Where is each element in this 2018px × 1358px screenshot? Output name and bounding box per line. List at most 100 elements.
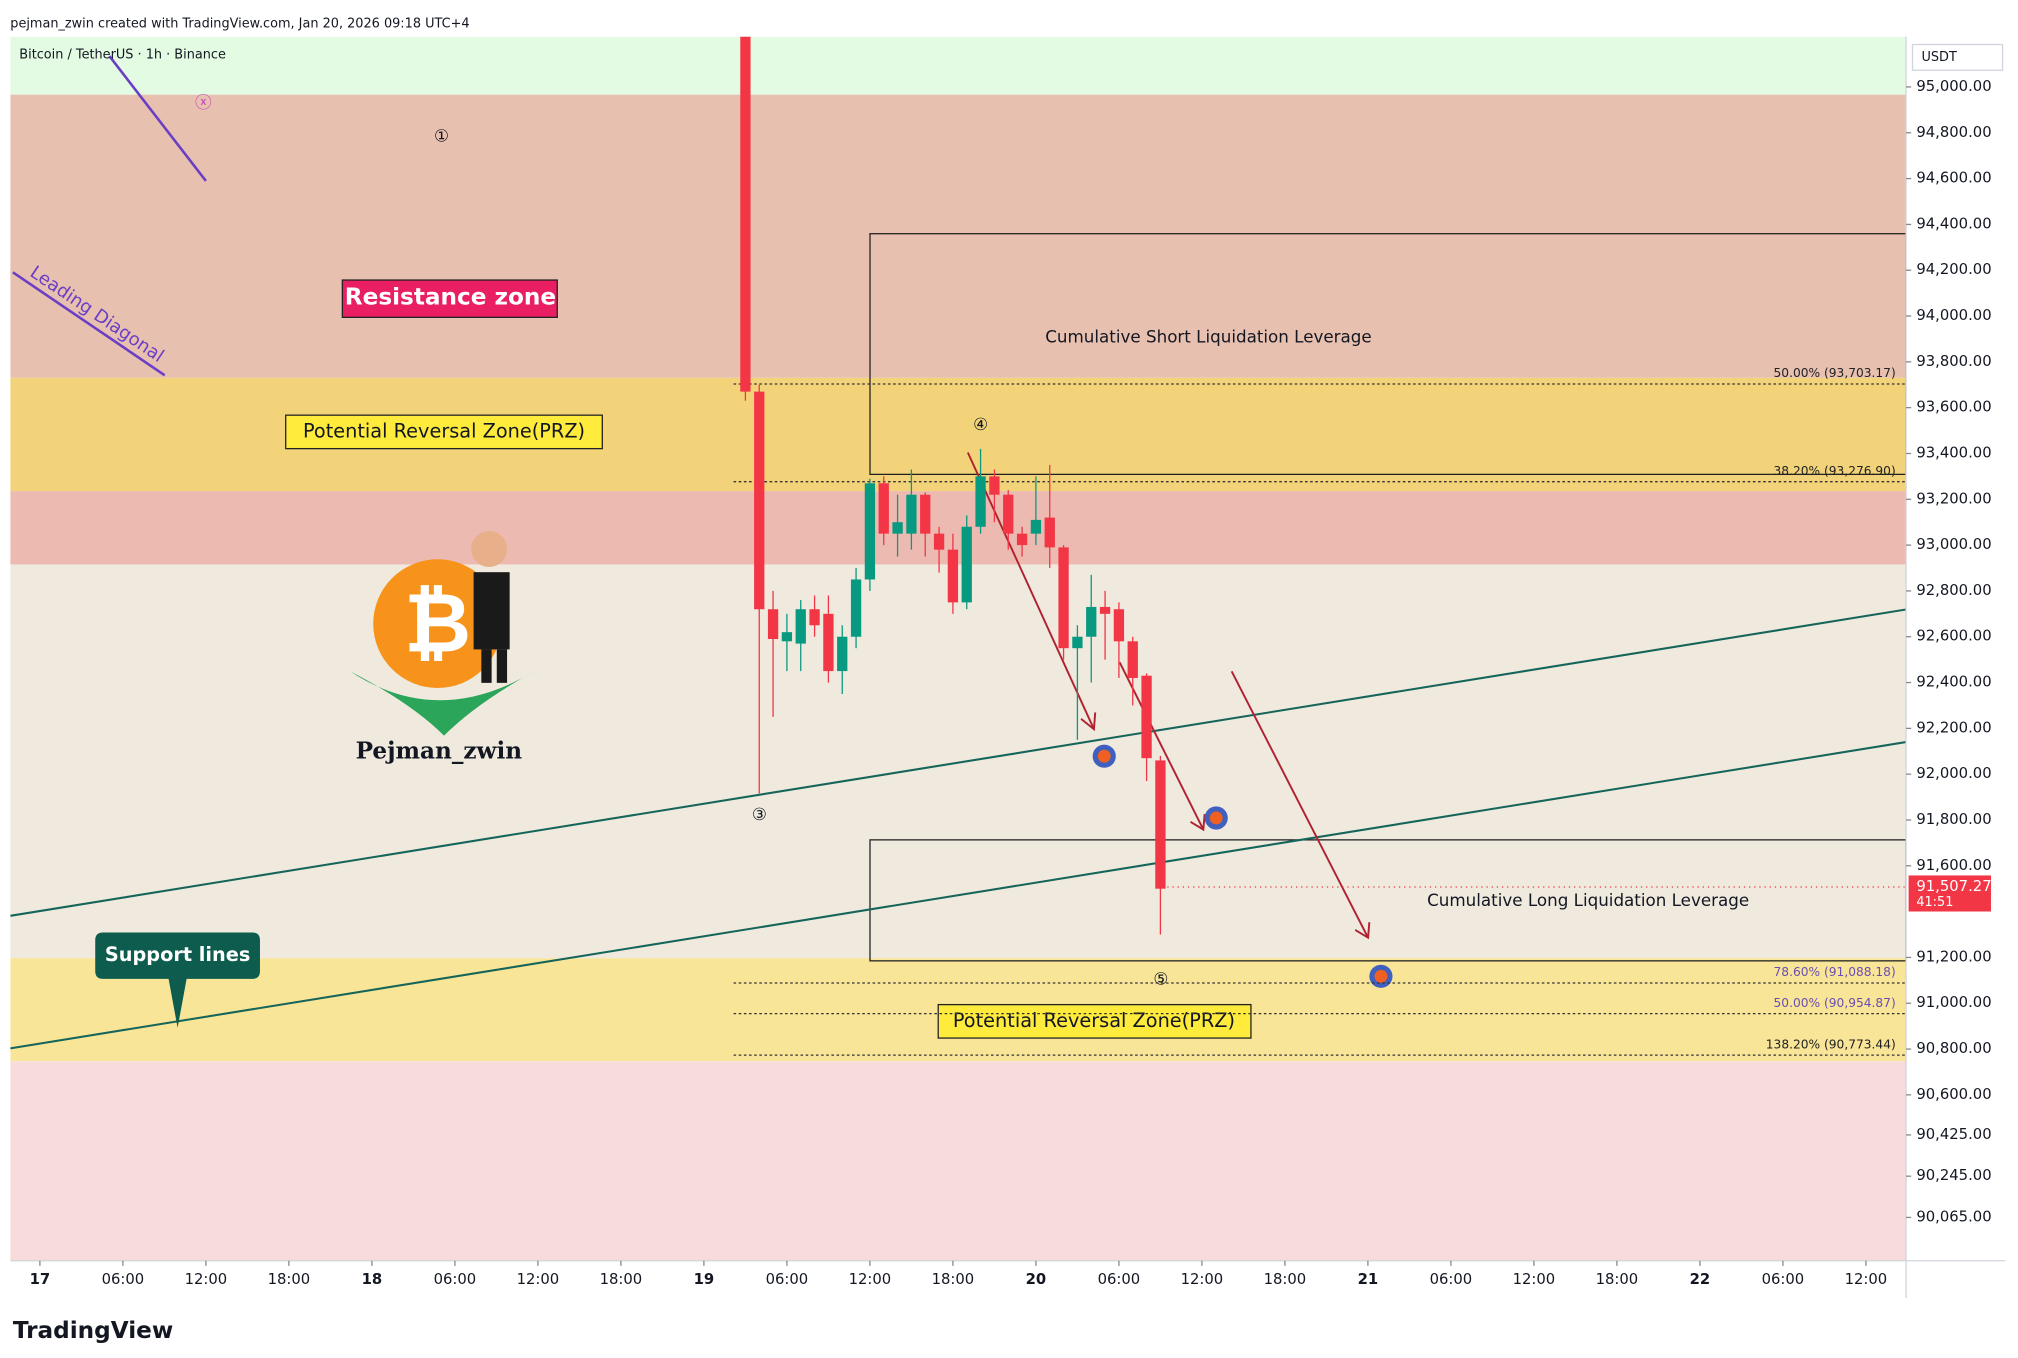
candle-body — [1016, 533, 1028, 546]
y-tick-label: 91,600.00 — [1916, 857, 1991, 874]
long-liq-box — [869, 839, 1907, 962]
countdown: 41:51 — [1916, 895, 1953, 910]
candle-body — [809, 609, 820, 626]
wave-label: ⓧ — [195, 92, 212, 112]
candle-body — [1003, 494, 1014, 534]
y-tick-label: 93,200.00 — [1916, 490, 1991, 507]
x-tick-label: 06:00 — [434, 1271, 477, 1288]
candle-body — [1044, 517, 1055, 548]
candle-body — [1086, 606, 1097, 637]
x-tick-label: 18:00 — [932, 1271, 975, 1288]
candles — [733, 36, 1907, 1056]
y-tick-label: 90,065.00 — [1916, 1208, 1991, 1225]
candle-body — [1072, 636, 1083, 649]
x-tick-label: 06:00 — [1430, 1271, 1473, 1288]
candle-body — [850, 579, 862, 637]
candle-body — [1058, 547, 1069, 649]
fib-label: 50.00% (90,954.87) — [1774, 996, 1896, 1010]
currency: USDT — [1921, 50, 1956, 65]
x-tick-label: 12:00 — [1181, 1271, 1224, 1288]
candle-body — [1099, 606, 1111, 614]
support-line — [10, 741, 1907, 1050]
candle-body — [837, 636, 848, 672]
x-tick-label: 12:00 — [185, 1271, 228, 1288]
author: Pejman_zwin — [356, 737, 523, 764]
x-tick-label: 21 — [1358, 1271, 1379, 1288]
y-tick-label: 94,600.00 — [1916, 170, 1991, 187]
candle-body — [864, 483, 876, 580]
y-tick-label: 93,400.00 — [1916, 444, 1991, 461]
candle-body — [933, 533, 945, 550]
label-box — [937, 1003, 1252, 1039]
x-tick-label: 17 — [30, 1271, 51, 1288]
candle-body — [740, 36, 751, 392]
fib-label: 78.60% (91,088.18) — [1774, 965, 1896, 979]
x-tick-label: 18:00 — [1596, 1271, 1639, 1288]
last-price-box — [1908, 875, 1991, 912]
diagonal-line — [108, 55, 207, 182]
fib-label: 138.20% (90,773.44) — [1766, 1037, 1896, 1051]
symbol: Bitcoin / TetherUS · 1h · Binance — [19, 47, 226, 62]
y-tick-label: 92,200.00 — [1916, 719, 1991, 736]
resistance-zone — [10, 491, 1907, 565]
fib-label: 50.00% (93,703.17) — [1774, 366, 1896, 380]
x-tick-label: 18:00 — [268, 1271, 311, 1288]
y-tick-label: 90,245.00 — [1916, 1167, 1991, 1184]
candle-body — [1113, 609, 1125, 642]
y-tick-label: 91,800.00 — [1916, 811, 1991, 828]
support-line — [10, 608, 1907, 917]
wave-label: ⑤ — [1153, 969, 1168, 989]
candle-body — [961, 526, 972, 603]
resistance-zone — [10, 94, 1907, 378]
candle-body — [1127, 641, 1138, 678]
candle-body — [1141, 675, 1152, 759]
candle-body — [975, 476, 986, 527]
y-tick-label: 90,800.00 — [1916, 1040, 1991, 1057]
annotation: Potential Reversal Zone(PRZ) — [303, 419, 585, 442]
x-tick-label: 18 — [362, 1271, 383, 1288]
lower-zone — [10, 1061, 1907, 1261]
wave-label: ① — [434, 126, 449, 146]
x-tick-label: 06:00 — [1098, 1271, 1141, 1288]
annotation: Cumulative Long Liquidation Leverage — [1427, 890, 1749, 910]
short-liq-box — [869, 233, 1907, 476]
candle-body — [920, 494, 931, 534]
wave-label: ③ — [752, 804, 767, 824]
x-tick-label: 18:00 — [1264, 1271, 1307, 1288]
annotation: Cumulative Short Liquidation Leverage — [1045, 326, 1371, 346]
y-tick-label: 94,200.00 — [1916, 261, 1991, 278]
y-tick-label: 94,400.00 — [1916, 215, 1991, 232]
logo: ₿ — [350, 530, 535, 736]
y-tick-label: 94,000.00 — [1916, 307, 1991, 324]
arrows — [966, 452, 1371, 940]
x-tick-label: 06:00 — [766, 1271, 809, 1288]
y-tick-label: 93,800.00 — [1916, 353, 1991, 370]
annotation: Resistance zone — [345, 285, 556, 311]
x-tick-label: 12:00 — [849, 1271, 892, 1288]
y-tick-label: 92,000.00 — [1916, 765, 1991, 782]
green-zone — [10, 36, 1907, 95]
x-tick-label: 12:00 — [517, 1271, 560, 1288]
currency-box — [1911, 43, 2004, 71]
y-tick-label: 92,600.00 — [1916, 628, 1991, 645]
x-tick-label: 06:00 — [1762, 1271, 1805, 1288]
label-box — [341, 279, 558, 318]
candle-body — [781, 632, 793, 642]
candle-body — [989, 476, 1000, 495]
candle-body — [795, 609, 806, 644]
header: pejman_zwin created with TradingView.com… — [10, 16, 469, 31]
zones: ₿ — [10, 36, 1907, 1261]
label-box — [285, 414, 603, 450]
y-tick-label: 90,425.00 — [1916, 1126, 1991, 1143]
label-box — [95, 932, 260, 1028]
x-tick-label: 18:00 — [600, 1271, 643, 1288]
candle-body — [754, 391, 765, 610]
diagonal-line — [12, 271, 166, 377]
y-tick-label: 95,000.00 — [1916, 78, 1991, 95]
candle-body — [823, 613, 834, 672]
wave-label: ④ — [973, 414, 988, 434]
brand: TradingView — [13, 1318, 173, 1344]
neutral-zone — [10, 564, 1907, 959]
